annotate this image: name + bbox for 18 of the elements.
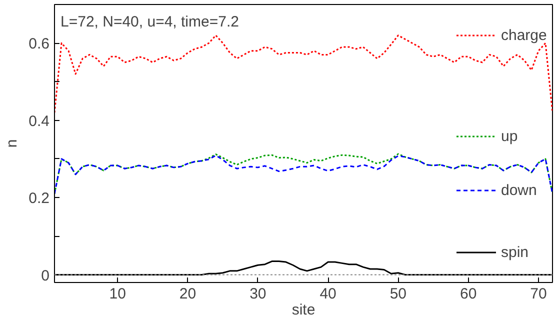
x-axis-title: site: [292, 302, 316, 318]
y-tick-label: 0: [41, 267, 50, 284]
x-tick-label: 30: [250, 286, 266, 302]
legend-label: up: [501, 128, 519, 144]
x-tick-label: 60: [460, 286, 477, 302]
legend-label: spin: [501, 244, 529, 260]
x-tick-label: 10: [109, 286, 126, 302]
x-tick-label: 40: [320, 286, 336, 302]
y-tick-label: 0.2: [28, 190, 50, 208]
legend-label: charge: [501, 26, 547, 44]
annotation: L=72, N=40, u=4, time=7.2: [60, 14, 239, 30]
y-axis-title: n: [4, 139, 21, 148]
legend-label: down: [501, 182, 537, 198]
x-tick-label: 50: [390, 286, 407, 302]
x-tick-label: 70: [530, 286, 547, 302]
y-tick-label: 0.4: [28, 112, 50, 130]
x-tick-label: 20: [179, 286, 196, 302]
y-tick-label: 0.6: [28, 36, 50, 53]
